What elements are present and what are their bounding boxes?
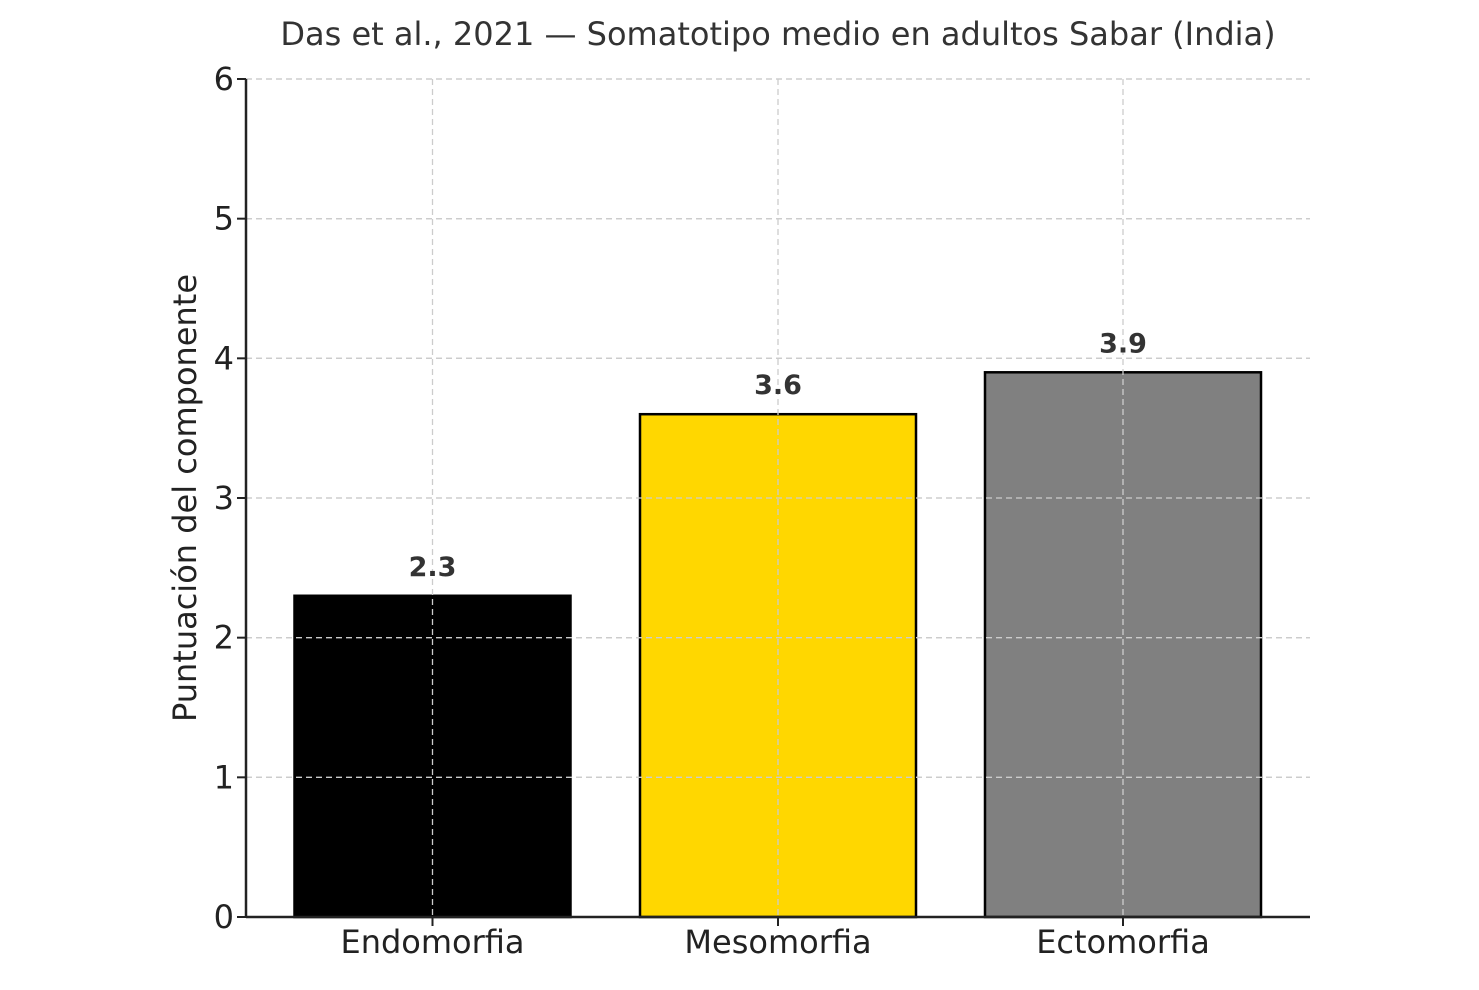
x-tick-label: Mesomorfia: [684, 923, 871, 961]
y-tick-label: 5: [214, 200, 234, 238]
ticks-layer: [237, 78, 1124, 926]
y-tick-label: 2: [214, 619, 234, 657]
y-tick-label: 4: [214, 339, 234, 377]
x-tick-label: Ectomorfia: [1036, 923, 1210, 961]
overlay-grid-layer: [246, 78, 1310, 917]
y-axis-label: Puntuación del componente: [166, 274, 204, 722]
bar-value-label: 3.9: [1099, 328, 1147, 359]
y-tick-label: 0: [214, 898, 234, 936]
bar-value-label: 2.3: [409, 552, 457, 583]
labels-layer: 0 1 2 3 4 5 6 2.3 Endomorfia 3.6 Mesomorfia 3.9 Ecto…: [214, 60, 1210, 961]
x-tick-label: Endomorfia: [340, 923, 524, 961]
bar-value-label: 3.6: [754, 370, 802, 401]
y-tick-label: 3: [214, 479, 234, 517]
y-tick-label: 6: [214, 60, 234, 98]
chart-title: Das et al., 2021 — Somatotipo medio en a…: [280, 15, 1275, 53]
y-tick-label: 1: [214, 758, 234, 796]
